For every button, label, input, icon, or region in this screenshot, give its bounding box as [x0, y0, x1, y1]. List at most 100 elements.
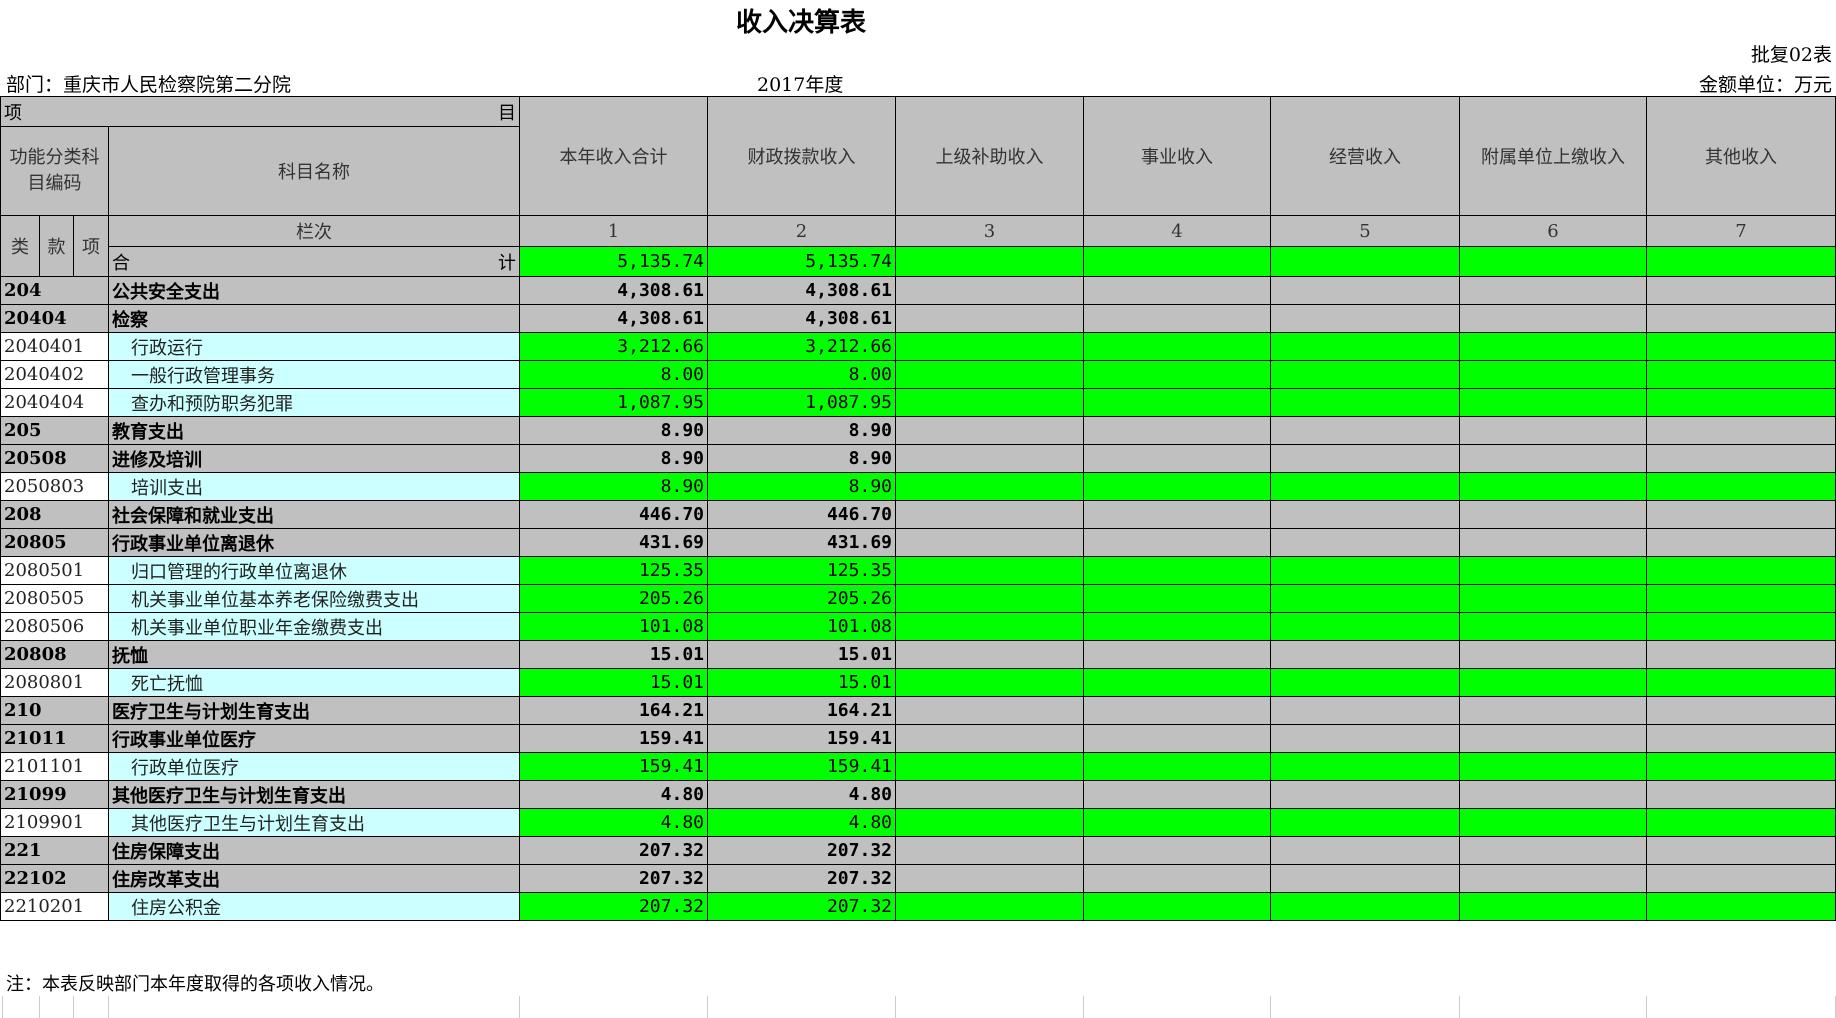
table-row: 2080501 归口管理的行政单位离退休 125.35 125.35: [0, 556, 1836, 585]
row-empty-value: [895, 836, 1084, 865]
col-header: 附属单位上缴收入: [1459, 96, 1647, 216]
item-right: 目: [498, 102, 516, 124]
lanci-header: 栏次: [108, 215, 520, 247]
row-empty-value: [1083, 864, 1271, 893]
col-number: 3: [895, 215, 1084, 247]
row-empty-value: [1270, 668, 1460, 697]
row-name: 其他医疗卫生与计划生育支出: [108, 780, 520, 809]
row-total: 159.41: [519, 752, 708, 781]
total-value: [1270, 246, 1460, 277]
row-empty-value: [895, 724, 1084, 753]
col-number: 6: [1459, 215, 1647, 247]
row-empty-value: [1270, 416, 1460, 445]
row-name: 进修及培训: [108, 444, 520, 473]
row-empty-value: [895, 808, 1084, 837]
table-row: 22102 住房改革支出 207.32 207.32: [0, 864, 1836, 893]
table-row: 2080505 机关事业单位基本养老保险缴费支出 205.26 205.26: [0, 584, 1836, 613]
row-empty-value: [1646, 808, 1836, 837]
row-total: 207.32: [519, 836, 708, 865]
row-code: 2040402: [0, 360, 109, 389]
col-header: 事业收入: [1083, 96, 1271, 216]
row-fiscal: 207.32: [707, 864, 896, 893]
row-empty-value: [1083, 836, 1271, 865]
gridline: [707, 996, 708, 1018]
row-empty-value: [895, 556, 1084, 585]
row-empty-value: [1270, 780, 1460, 809]
row-empty-value: [1083, 752, 1271, 781]
table-row: 2080801 死亡抚恤 15.01 15.01: [0, 668, 1836, 697]
row-empty-value: [895, 416, 1084, 445]
row-fiscal: 101.08: [707, 612, 896, 641]
row-empty-value: [895, 528, 1084, 557]
row-code: 221: [0, 836, 109, 865]
row-empty-value: [895, 780, 1084, 809]
row-code: 21099: [0, 780, 109, 809]
row-total: 8.00: [519, 360, 708, 389]
row-empty-value: [1459, 528, 1647, 557]
row-empty-value: [1646, 500, 1836, 529]
form-number: 批复02表: [1750, 44, 1832, 66]
row-fiscal: 159.41: [707, 752, 896, 781]
row-empty-value: [1646, 472, 1836, 501]
row-empty-value: [1459, 808, 1647, 837]
row-empty-value: [895, 668, 1084, 697]
row-code: 2080501: [0, 556, 109, 585]
gridline: [519, 996, 520, 1018]
row-total: 15.01: [519, 640, 708, 669]
total-value: [1646, 246, 1836, 277]
row-empty-value: [1270, 612, 1460, 641]
row-fiscal: 4,308.61: [707, 276, 896, 305]
total-value: [1459, 246, 1647, 277]
row-empty-value: [1459, 360, 1647, 389]
row-total: 4,308.61: [519, 304, 708, 333]
row-empty-value: [1270, 388, 1460, 417]
row-code: 20508: [0, 444, 109, 473]
row-empty-value: [1459, 640, 1647, 669]
row-empty-value: [1270, 472, 1460, 501]
gridline: [2, 996, 3, 1018]
row-empty-value: [1459, 444, 1647, 473]
row-total: 8.90: [519, 444, 708, 473]
row-fiscal: 205.26: [707, 584, 896, 613]
row-fiscal: 164.21: [707, 696, 896, 725]
row-empty-value: [1459, 304, 1647, 333]
table-row: 2109901 其他医疗卫生与计划生育支出 4.80 4.80: [0, 808, 1836, 837]
row-code: 208: [0, 500, 109, 529]
row-fiscal: 3,212.66: [707, 332, 896, 361]
row-empty-value: [1646, 332, 1836, 361]
row-total: 8.90: [519, 416, 708, 445]
row-name: 检察: [108, 304, 520, 333]
row-code: 2210201: [0, 892, 109, 921]
row-name: 培训支出: [108, 472, 520, 501]
row-empty-value: [1459, 472, 1647, 501]
row-empty-value: [1646, 892, 1836, 921]
row-total: 4.80: [519, 808, 708, 837]
row-name: 行政事业单位医疗: [108, 724, 520, 753]
xiang-header: 项: [73, 215, 109, 277]
row-empty-value: [1646, 528, 1836, 557]
table-row: 20508 进修及培训 8.90 8.90: [0, 444, 1836, 473]
row-empty-value: [1459, 668, 1647, 697]
row-empty-value: [1646, 640, 1836, 669]
gridline: [1646, 996, 1647, 1018]
income-table: 项目 本年收入合计 财政拨款收入 上级补助收入 事业收入 经营收入 附属单位上缴…: [0, 96, 1836, 921]
row-total: 8.90: [519, 472, 708, 501]
year-label: 2017年度: [757, 74, 844, 96]
row-empty-value: [1083, 696, 1271, 725]
row-empty-value: [1270, 892, 1460, 921]
row-code: 210: [0, 696, 109, 725]
row-empty-value: [1270, 864, 1460, 893]
row-total: 164.21: [519, 696, 708, 725]
row-empty-value: [1083, 780, 1271, 809]
row-empty-value: [895, 444, 1084, 473]
row-fiscal: 1,087.95: [707, 388, 896, 417]
row-empty-value: [1646, 584, 1836, 613]
row-fiscal: 207.32: [707, 836, 896, 865]
table-row: 210 医疗卫生与计划生育支出 164.21 164.21: [0, 696, 1836, 725]
row-empty-value: [1646, 360, 1836, 389]
row-empty-value: [895, 864, 1084, 893]
row-name: 行政运行: [108, 332, 520, 361]
row-empty-value: [1646, 444, 1836, 473]
row-empty-value: [1459, 500, 1647, 529]
row-empty-value: [1270, 724, 1460, 753]
